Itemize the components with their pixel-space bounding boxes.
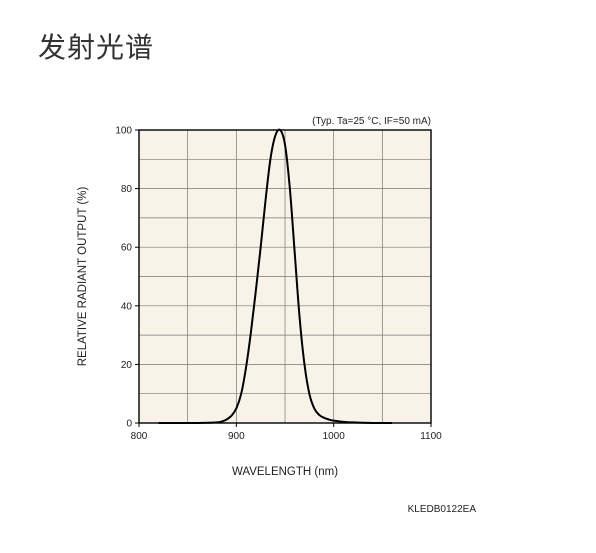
x-tick-label: 1000 xyxy=(323,431,346,442)
x-axis-label: WAVELENGTH (nm) xyxy=(232,466,338,478)
y-tick-label: 100 xyxy=(115,126,132,137)
x-tick-label: 800 xyxy=(131,431,148,442)
series-line xyxy=(158,128,393,424)
y-axis-label: RELATIVE RADIANT OUTPUT (%) xyxy=(77,187,89,367)
y-tick-label: 20 xyxy=(121,360,133,371)
x-tick-label: 900 xyxy=(228,431,245,442)
y-tick-label: 40 xyxy=(121,301,133,312)
document-code: KLEDB0122EA xyxy=(408,504,477,515)
plot-frame xyxy=(138,129,432,424)
x-tick-label: 1100 xyxy=(420,431,442,442)
axis-ticks: 800 900 1000 1100 0 20 40 60 80 100 xyxy=(115,126,442,443)
conditions-label: (Typ. Ta=25 °C, IF=50 mA) xyxy=(312,116,431,127)
y-tick-label: 60 xyxy=(121,243,133,254)
y-tick-label: 80 xyxy=(121,184,133,195)
grid-lines xyxy=(139,130,431,423)
page-title: 发射光谱 xyxy=(38,31,155,64)
y-tick-label: 0 xyxy=(126,419,132,430)
